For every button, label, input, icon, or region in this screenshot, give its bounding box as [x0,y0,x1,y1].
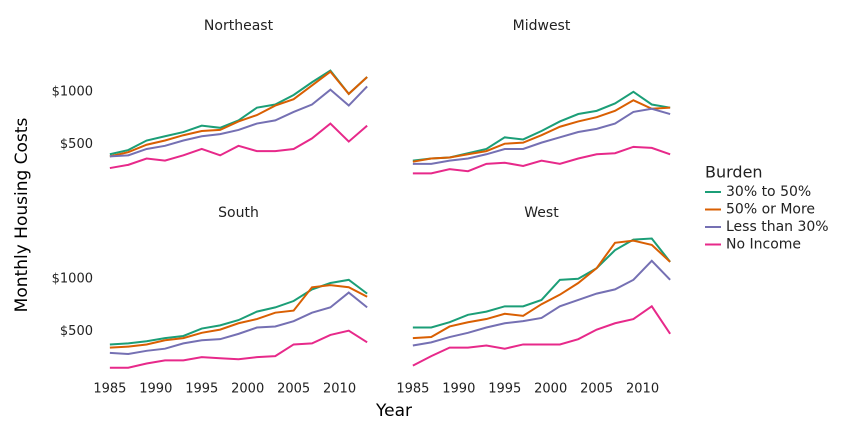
x-axis-label: Year [375,401,412,421]
series-line [412,107,671,165]
x-tick-label: 1990 [139,382,172,397]
series-line [412,304,671,367]
panel-title: West [524,205,559,221]
y-tick-label: $1000 [52,84,93,99]
x-tick-label: 1985 [93,382,126,397]
legend-label: Less than 30% [726,219,829,235]
x-tick-label: 2010 [626,382,659,397]
series-line [109,85,368,158]
y-axis-label: Monthly Housing Costs [12,118,32,313]
x-tick-label: 2000 [534,382,567,397]
series-line [412,259,671,347]
y-tick-label: $500 [60,137,93,152]
x-tick-label: 2010 [323,382,356,397]
x-tick-label: 2000 [231,382,264,397]
series-line [412,239,671,340]
x-tick-label: 1990 [442,382,475,397]
series-line [109,329,368,369]
panel-title: Midwest [513,18,571,34]
legend-label: 30% to 50% [726,184,811,200]
y-tick-label: $500 [60,324,93,339]
series-line [109,69,368,156]
legend-label: 50% or More [726,202,815,218]
series-line [109,122,368,170]
x-tick-label: 2005 [277,382,310,397]
panel-title: Northeast [204,18,274,34]
x-tick-label: 1995 [185,382,218,397]
legend-label: No Income [726,237,801,253]
x-tick-label: 1995 [488,382,521,397]
y-tick-label: $1000 [52,271,93,286]
series-line [109,284,368,349]
series-line [109,291,368,355]
series-line [412,145,671,175]
series-line [412,237,671,329]
series-line [109,70,368,158]
panel-title: South [218,205,259,221]
x-tick-label: 1985 [396,382,429,397]
legend-title: Burden [705,163,763,182]
x-tick-label: 2005 [580,382,613,397]
series-line [412,99,671,163]
